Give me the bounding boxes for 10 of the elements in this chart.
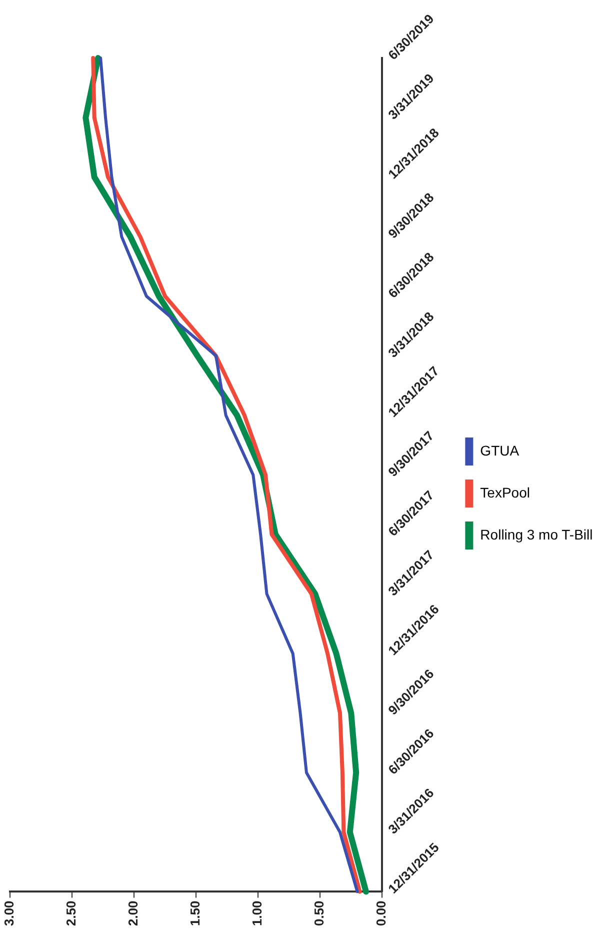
x-tick-label: 2.00: [126, 900, 141, 926]
x-tick-label: 0.50: [312, 900, 327, 926]
legend-label: Rolling 3 mo T-Bill: [480, 526, 593, 542]
x-tick-label: 1.00: [250, 900, 265, 926]
legend-label: GTUA: [480, 442, 520, 458]
legend-label: TexPool: [480, 484, 530, 500]
x-tick-label: 3.00: [2, 900, 17, 926]
x-tick-label: 1.50: [188, 900, 203, 926]
x-tick-label: 0.00: [374, 900, 389, 926]
x-tick-label: 2.50: [64, 900, 79, 926]
